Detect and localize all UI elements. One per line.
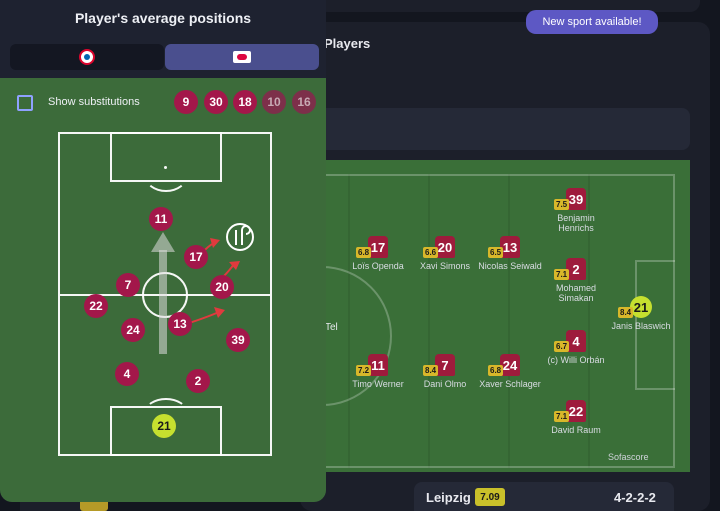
jersey-icon: 13 6.5 xyxy=(488,236,520,258)
lineup-player[interactable]: 24 6.8 Xaver Schlager xyxy=(475,354,545,389)
jersey-icon: 21 8.4 xyxy=(618,296,652,318)
player-position-marker[interactable]: 39 xyxy=(226,328,250,352)
player-name: (c) Willi Orbán xyxy=(547,355,605,365)
player-position-marker[interactable]: 22 xyxy=(84,294,108,318)
substitute-badge[interactable]: 9 xyxy=(174,90,198,114)
jersey-icon: 39 7.5 xyxy=(554,188,586,210)
player-rating: 8.4 xyxy=(423,365,439,376)
bayern-logo-icon xyxy=(79,49,95,65)
lineup-player[interactable]: 4 6.7 (c) Willi Orbán xyxy=(541,330,611,365)
player-position-marker[interactable]: 4 xyxy=(115,362,139,386)
jersey-icon: 4 6.7 xyxy=(554,330,586,352)
player-position-marker[interactable]: 20 xyxy=(210,275,234,299)
team-summary-bar xyxy=(414,482,674,511)
player-position-marker[interactable]: 17 xyxy=(184,245,208,269)
substitute-badge[interactable]: 30 xyxy=(204,90,228,114)
player-position-marker[interactable]: 7 xyxy=(116,273,140,297)
player-rating: 7.5 xyxy=(554,199,570,210)
background-toolbar xyxy=(318,108,690,150)
goalkeeper-position-marker[interactable]: 21 xyxy=(152,414,176,438)
jersey-icon: 20 6.6 xyxy=(423,236,455,258)
jersey-icon: 7 8.4 xyxy=(423,354,455,376)
substitute-badge[interactable]: 18 xyxy=(233,90,257,114)
player-rating: 6.5 xyxy=(488,247,504,258)
lineup-player[interactable]: 2 7.1 Mohamed Simakan xyxy=(541,258,611,303)
lineup-player[interactable]: 20 6.6 Xavi Simons xyxy=(410,236,480,271)
player-rating: 6.7 xyxy=(554,341,570,352)
lineup-pitch xyxy=(300,160,690,472)
jersey-icon: 11 7.2 xyxy=(356,354,388,376)
player-position-marker[interactable]: 24 xyxy=(121,318,145,342)
substitute-badge[interactable]: 10 xyxy=(262,90,286,114)
new-sport-toast[interactable]: New sport available! xyxy=(526,10,658,34)
show-substitutions-label[interactable]: Show substitutions xyxy=(48,96,140,108)
lineup-player[interactable]: 22 7.1 David Raum xyxy=(541,400,611,435)
lineup-player[interactable]: 7 8.4 Dani Olmo xyxy=(410,354,480,389)
jersey-icon: 22 7.1 xyxy=(554,400,586,422)
player-name: Janis Blaswich xyxy=(611,321,671,331)
team-name: Leipzig xyxy=(426,490,471,505)
player-name: Benjamin Henrichs xyxy=(557,213,595,233)
lineup-player[interactable]: 13 6.5 Nicolas Seiwald xyxy=(475,236,545,271)
lineup-player[interactable]: 17 6.8 Loïs Openda xyxy=(343,236,413,271)
substitute-badge[interactable]: 16 xyxy=(292,90,316,114)
jersey-icon: 17 6.8 xyxy=(356,236,388,258)
player-name: Dani Olmo xyxy=(423,379,467,389)
player-rating: 7.1 xyxy=(554,411,570,422)
player-rating: 8.4 xyxy=(618,307,634,318)
team-rating-badge: 7.09 xyxy=(475,488,505,506)
lineup-player[interactable]: 11 7.2 Timo Werner xyxy=(343,354,413,389)
tab-bayern[interactable] xyxy=(10,44,164,70)
sofascore-watermark: Sofascore xyxy=(608,452,649,462)
tab-leipzig[interactable] xyxy=(165,44,319,70)
player-position-marker[interactable]: 11 xyxy=(149,207,173,231)
player-name: Xaver Schlager xyxy=(479,379,541,389)
player-name: Timo Werner xyxy=(352,379,404,389)
jersey-icon: 2 7.1 xyxy=(554,258,586,280)
player-rating: 7.1 xyxy=(554,269,570,280)
player-name: Xavi Simons xyxy=(419,261,471,271)
player-rating: 6.8 xyxy=(488,365,504,376)
player-name: Mohamed Simakan xyxy=(555,283,597,303)
jersey-icon: 24 6.8 xyxy=(488,354,520,376)
average-positions-modal: Player's average positions Show substitu… xyxy=(0,0,326,502)
player-position-marker[interactable]: 13 xyxy=(168,312,192,336)
player-rating: 7.2 xyxy=(356,365,372,376)
player-position-marker[interactable]: 2 xyxy=(186,369,210,393)
player-rating: 6.6 xyxy=(423,247,439,258)
forward-arrow-icon xyxy=(151,232,175,354)
background-card-top xyxy=(318,0,700,12)
show-substitutions-checkbox[interactable] xyxy=(17,95,33,111)
rb-leipzig-logo-icon xyxy=(233,51,251,63)
players-section-title: Players xyxy=(324,36,371,51)
player-name: David Raum xyxy=(551,425,601,435)
team-formation: 4-2-2-2 xyxy=(614,490,656,505)
player-rating: 6.8 xyxy=(356,247,372,258)
player-name: Nicolas Seiwald xyxy=(478,261,542,271)
lineup-player[interactable]: 39 7.5 Benjamin Henrichs xyxy=(541,188,611,233)
modal-title: Player's average positions xyxy=(74,10,252,26)
substitution-marker-icon xyxy=(226,223,254,251)
lineup-goalkeeper[interactable]: 21 8.4 Janis Blaswich xyxy=(606,296,676,331)
player-name: Loïs Openda xyxy=(352,261,404,271)
player-label-tel: Tel xyxy=(325,322,338,333)
